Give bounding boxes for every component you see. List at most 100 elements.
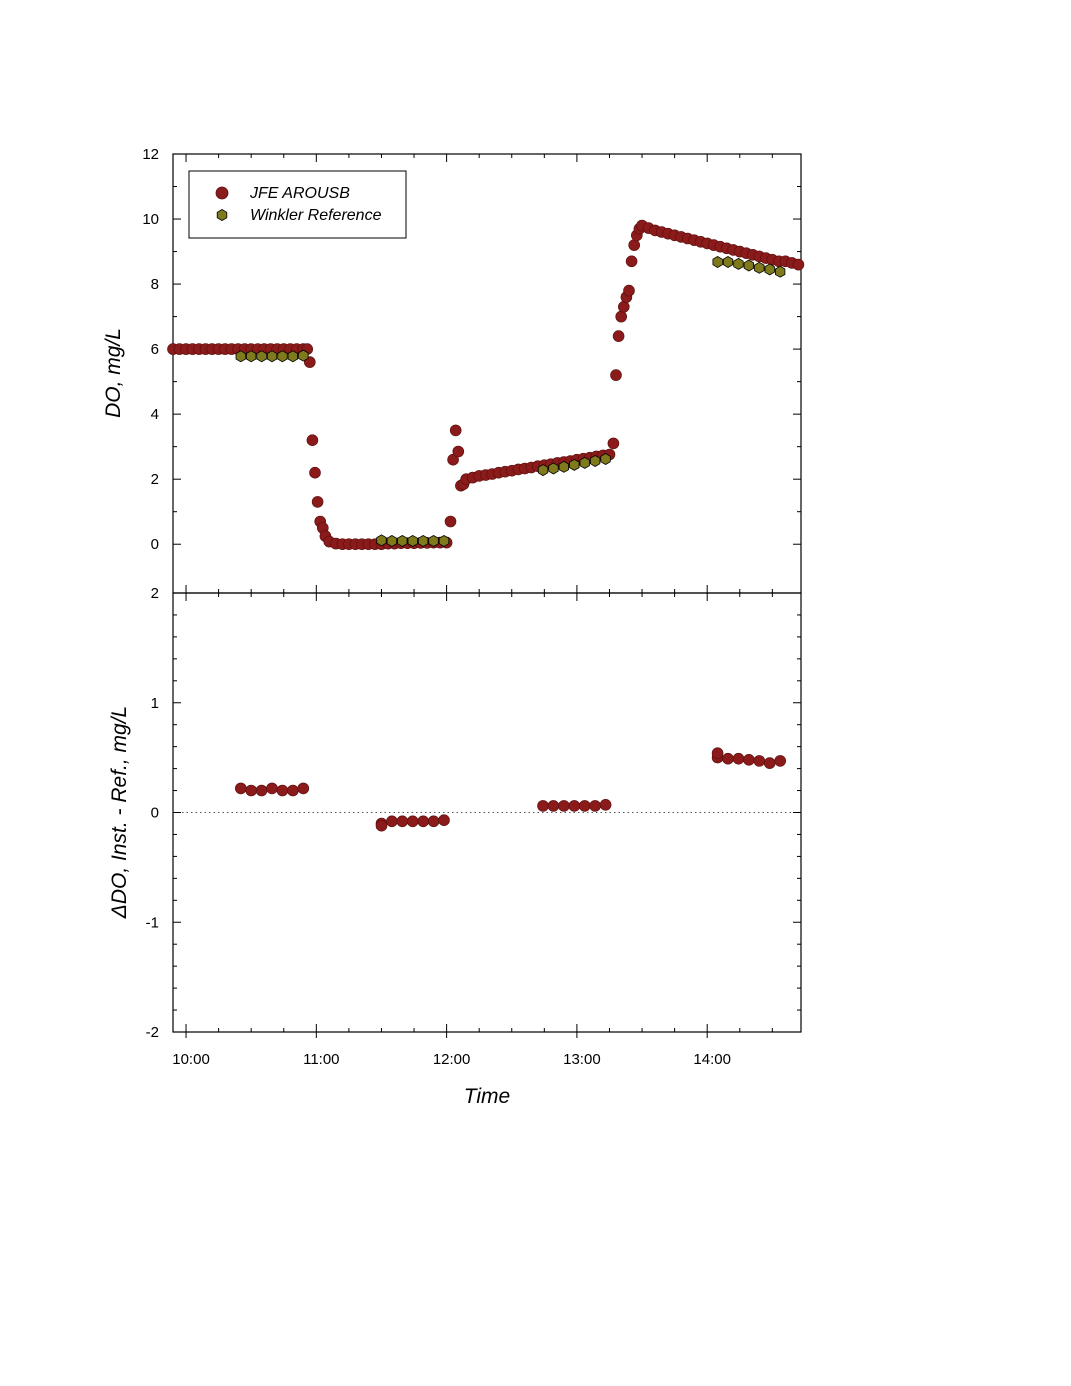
winkler-reference-point bbox=[537, 464, 549, 477]
do-y-tick-label: 4 bbox=[151, 406, 159, 423]
winkler-reference-point bbox=[569, 458, 580, 471]
jfe-arousb-point bbox=[615, 310, 628, 323]
winkler-reference-point bbox=[397, 535, 408, 547]
difference-point bbox=[547, 800, 560, 812]
jfe-arousb-point bbox=[792, 258, 805, 271]
legend: JFE AROUSB Winkler Reference bbox=[188, 170, 407, 239]
difference-point bbox=[711, 747, 724, 760]
winkler-reference-point bbox=[548, 462, 559, 475]
delta-y-tick-label: 0 bbox=[151, 805, 159, 822]
winkler-reference-point bbox=[428, 535, 439, 547]
legend-box bbox=[188, 170, 407, 239]
winkler-reference-point bbox=[600, 453, 611, 465]
jfe-arousb-point bbox=[628, 239, 641, 251]
difference-point bbox=[427, 815, 440, 828]
time-x-tick-label: 10:00 bbox=[172, 1051, 210, 1068]
legend-winkler-label: Winkler Reference bbox=[250, 207, 382, 224]
winkler-reference-point bbox=[266, 350, 278, 363]
difference-point bbox=[537, 800, 549, 812]
winkler-reference-point bbox=[376, 534, 387, 547]
time-x-tick-labels: 10:00 11:00 12:00 13:00 14:00 bbox=[172, 1051, 731, 1068]
winkler-reference-point bbox=[775, 265, 786, 278]
difference-point bbox=[297, 782, 310, 795]
difference-point bbox=[558, 800, 570, 812]
winkler-reference-point bbox=[590, 455, 601, 467]
difference-point bbox=[386, 815, 398, 828]
winkler-reference-point bbox=[722, 256, 734, 268]
do-y-tick-label: 2 bbox=[151, 471, 159, 488]
do-y-tick-label: 12 bbox=[142, 146, 159, 163]
jfe-arousb-point bbox=[449, 424, 462, 437]
do-y-tick-label: 10 bbox=[142, 211, 159, 228]
jfe-arousb-point bbox=[623, 284, 635, 297]
jfe-arousb-point bbox=[309, 466, 321, 479]
jfe-arousb-point bbox=[452, 445, 465, 458]
legend-jfe-label: JFE AROUSB bbox=[249, 185, 350, 202]
delta-y-tick-label: 1 bbox=[151, 695, 159, 712]
do-y-tick-label: 8 bbox=[151, 276, 159, 293]
difference-point bbox=[417, 815, 430, 828]
difference-point bbox=[287, 784, 299, 797]
do-y-tick-label: 0 bbox=[151, 536, 159, 553]
winkler-reference-point bbox=[417, 535, 429, 547]
time-x-tick-label: 13:00 bbox=[563, 1051, 601, 1068]
time-x-tick-label: 11:00 bbox=[303, 1051, 339, 1068]
jfe-arousb-point bbox=[612, 330, 625, 342]
jfe-arousb-point bbox=[610, 369, 622, 381]
time-x-tick-label: 14:00 bbox=[693, 1051, 731, 1068]
difference-point bbox=[568, 800, 581, 812]
time-x-tick-label: 12:00 bbox=[433, 1051, 471, 1068]
difference-point bbox=[406, 815, 419, 828]
delta-y-tick-labels: -2 -1 0 1 2 bbox=[146, 585, 159, 1041]
difference-point bbox=[396, 815, 409, 828]
jfe-arousb-point bbox=[306, 434, 319, 447]
difference-point bbox=[774, 755, 787, 767]
time-x-axis-title: Time bbox=[464, 1085, 510, 1108]
difference-point bbox=[245, 784, 257, 797]
winkler-reference-point bbox=[558, 460, 569, 473]
delta-tick-group bbox=[173, 592, 801, 1038]
jfe-arousb-point bbox=[447, 453, 459, 466]
legend-winkler-marker bbox=[216, 209, 228, 221]
legend-jfe-marker bbox=[215, 186, 229, 200]
delta-y-tick-label: -1 bbox=[146, 914, 159, 931]
delta-y-tick-label: 2 bbox=[151, 585, 159, 602]
winkler-reference-point bbox=[277, 350, 288, 363]
delta-y-tick-label: -2 bbox=[146, 1024, 159, 1041]
do-y-axis-title: DO, mg/L bbox=[102, 328, 125, 418]
delta-do-panel: -2 -1 0 1 2 10:00 11:00 12:00 13:00 14:00 ΔDO, I… bbox=[108, 585, 802, 1108]
winkler-reference-point bbox=[712, 256, 723, 268]
winkler-reference-point bbox=[298, 349, 309, 362]
winkler-reference-point bbox=[256, 350, 267, 363]
jfe-arousb-point bbox=[607, 437, 620, 450]
winkler-reference-point bbox=[386, 535, 398, 547]
difference-point bbox=[375, 819, 388, 832]
winkler-reference-point bbox=[733, 257, 744, 270]
winkler-reference-point bbox=[287, 350, 299, 363]
winkler-reference-point bbox=[235, 350, 246, 363]
difference-point bbox=[599, 798, 612, 811]
jfe-arousb-point bbox=[617, 300, 630, 313]
difference-point bbox=[732, 752, 745, 765]
jfe-arousb-point bbox=[625, 255, 638, 268]
difference-point bbox=[438, 814, 450, 827]
do-y-tick-labels: 0 2 4 6 8 10 12 bbox=[142, 146, 159, 553]
difference-point bbox=[266, 782, 278, 795]
do-panel: 0 2 4 6 8 10 12 DO, mg/L JFE AROUSB Winkler Re… bbox=[102, 146, 805, 594]
winkler-reference-point bbox=[438, 535, 450, 547]
difference-point bbox=[753, 755, 766, 767]
jfe-arousb-point bbox=[444, 515, 457, 528]
winkler-reference-point bbox=[245, 350, 257, 363]
do-y-tick-label: 6 bbox=[151, 341, 159, 358]
difference-point bbox=[276, 784, 289, 797]
delta-y-axis-title: ΔDO, Inst. - Ref., mg/L bbox=[108, 706, 131, 919]
do-tick-group bbox=[173, 153, 801, 593]
winkler-reference-point bbox=[754, 261, 765, 274]
difference-point bbox=[722, 752, 734, 765]
difference-point bbox=[743, 753, 755, 766]
difference-point bbox=[255, 784, 268, 797]
winkler-reference-point bbox=[579, 456, 590, 469]
jfe-arousb-point bbox=[311, 496, 324, 508]
difference-point bbox=[578, 800, 591, 812]
